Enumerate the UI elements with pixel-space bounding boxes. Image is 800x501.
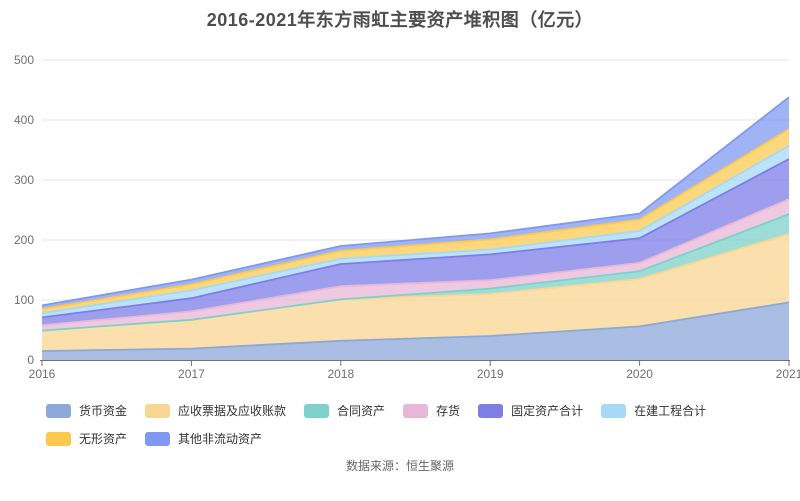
area-series-3 xyxy=(42,199,789,331)
legend-item-6[interactable]: 无形资产 xyxy=(46,430,127,447)
y-axis-label-200: 200 xyxy=(14,233,34,247)
line-series-6 xyxy=(41,128,790,310)
legend-swatch-icon xyxy=(145,431,171,446)
line-series-7 xyxy=(41,96,790,307)
legend: 货币资金 应收票据及应收账款 合同资产 存货 固定资产合计 在建工程合计无形资产 其他非流动… xyxy=(46,402,762,458)
y-axis-label-400: 400 xyxy=(14,113,34,127)
legend-item-5[interactable]: 在建工程合计 xyxy=(601,402,706,419)
legend-swatch-icon xyxy=(304,403,330,418)
y-axis-label-500: 500 xyxy=(14,53,34,67)
legend-swatch-icon xyxy=(46,431,71,446)
x-axis-label-2019: 2019 xyxy=(477,367,504,381)
legend-swatch-icon xyxy=(46,403,71,418)
x-axis-label-2020: 2020 xyxy=(626,367,653,381)
legend-label: 其他非流动资产 xyxy=(178,432,263,446)
line-series-5 xyxy=(41,145,790,315)
legend-swatch-icon xyxy=(601,403,627,418)
x-axis-label-2017: 2017 xyxy=(178,367,205,381)
area-series-1 xyxy=(42,234,789,351)
legend-item-0[interactable]: 货币资金 xyxy=(46,402,127,419)
area-series-2 xyxy=(42,214,789,331)
legend-label: 固定资产合计 xyxy=(511,404,584,418)
legend-swatch-icon xyxy=(403,403,429,418)
legend-item-2[interactable]: 合同资产 xyxy=(304,402,385,419)
legend-label: 应收票据及应收账款 xyxy=(178,404,287,418)
line-series-3 xyxy=(41,198,790,327)
legend-item-1[interactable]: 应收票据及应收账款 xyxy=(145,402,286,419)
line-series-4 xyxy=(41,158,790,319)
legend-item-4[interactable]: 固定资产合计 xyxy=(478,402,583,419)
line-series-0 xyxy=(41,301,790,352)
y-axis-label-0: 0 xyxy=(27,353,34,367)
legend-label: 货币资金 xyxy=(79,404,128,418)
legend-item-3[interactable]: 存货 xyxy=(403,402,460,419)
legend-item-7[interactable]: 其他非流动资产 xyxy=(145,430,262,447)
legend-label: 存货 xyxy=(436,404,461,418)
line-series-2 xyxy=(41,213,790,332)
x-axis-label-2018: 2018 xyxy=(327,367,354,381)
legend-label: 无形资产 xyxy=(79,432,128,446)
y-axis-label-300: 300 xyxy=(14,173,34,187)
legend-swatch-icon xyxy=(145,403,171,418)
x-axis-label-2016: 2016 xyxy=(29,367,56,381)
y-axis-label-100: 100 xyxy=(14,293,34,307)
area-series-6 xyxy=(42,129,789,314)
data-source-note: 数据来源：恒生聚源 xyxy=(345,459,454,473)
chart-title: 2016-2021年东方雨虹主要资产堆积图（亿元） xyxy=(206,10,594,30)
x-axis-label-2021: 2021 xyxy=(776,367,800,381)
legend-swatch-icon xyxy=(478,403,504,418)
stacked-area-chart: 0 100 200 300 400 500 2016 2017 2018 2019 2020 2021 xyxy=(14,53,800,381)
legend-label: 合同资产 xyxy=(337,404,386,418)
area-series-0 xyxy=(42,302,789,360)
legend-label: 在建工程合计 xyxy=(634,404,707,418)
